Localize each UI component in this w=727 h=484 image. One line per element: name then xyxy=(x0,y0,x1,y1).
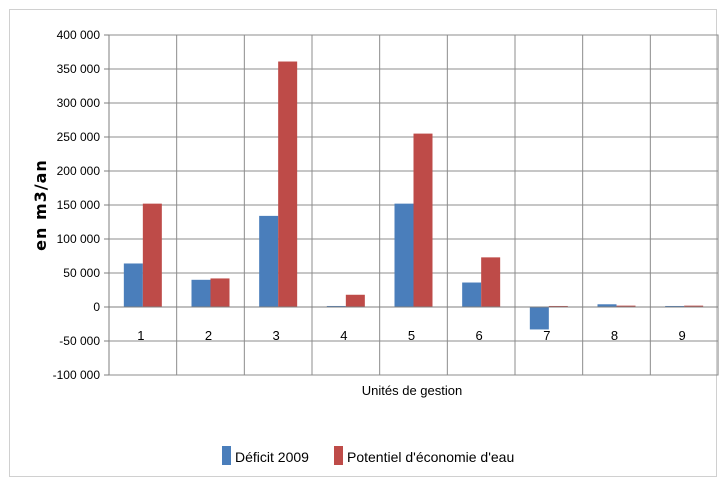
bar-deficit-3 xyxy=(259,215,279,307)
y-tick-label: 250 000 xyxy=(57,130,101,144)
bar-potentiel-5 xyxy=(413,133,433,307)
bar-potentiel-2 xyxy=(210,278,230,307)
legend-swatch-potentiel xyxy=(334,446,343,465)
y-tick-label: 350 000 xyxy=(57,62,101,76)
y-tick-label: 300 000 xyxy=(57,96,101,110)
bar-deficit-5 xyxy=(394,203,414,307)
y-tick-label: 0 xyxy=(93,300,100,314)
bar-potentiel-3 xyxy=(278,61,298,307)
x-category-label: 5 xyxy=(408,328,415,343)
y-tick-label: -50 000 xyxy=(59,334,100,348)
legend-label-potentiel: Potentiel d'économie d'eau xyxy=(347,449,514,465)
bars-layer xyxy=(123,61,704,330)
bar-potentiel-7 xyxy=(548,305,568,307)
bar-potentiel-1 xyxy=(142,203,162,307)
y-tick-label: 400 000 xyxy=(57,28,101,42)
x-axis-title: Unités de gestion xyxy=(362,383,462,398)
y-axis-title: en m3/an xyxy=(31,159,50,251)
bar-deficit-2 xyxy=(191,279,211,307)
bar-deficit-7 xyxy=(529,307,549,330)
bar-deficit-9 xyxy=(665,305,685,307)
legend: Déficit 2009 Potentiel d'économie d'eau xyxy=(222,446,514,465)
x-category-label: 1 xyxy=(137,328,144,343)
y-tick-label: 100 000 xyxy=(57,232,101,246)
y-tick-label: 50 000 xyxy=(63,266,100,280)
x-category-label: 3 xyxy=(273,328,280,343)
legend-swatch-deficit xyxy=(222,446,231,465)
bar-deficit-6 xyxy=(462,282,482,307)
bar-potentiel-9 xyxy=(684,305,704,307)
x-category-label: 7 xyxy=(543,328,550,343)
y-tick-label: 200 000 xyxy=(57,164,101,178)
bar-deficit-8 xyxy=(597,304,617,307)
bar-potentiel-6 xyxy=(481,257,501,307)
x-category-label: 4 xyxy=(340,328,347,343)
bar-potentiel-8 xyxy=(616,305,636,307)
y-tick-label: -100 000 xyxy=(53,368,101,382)
x-category-label: 2 xyxy=(205,328,212,343)
y-tick-label: 150 000 xyxy=(57,198,101,212)
x-category-label: 8 xyxy=(611,328,618,343)
bar-potentiel-4 xyxy=(345,294,365,307)
x-category-label: 9 xyxy=(679,328,686,343)
bar-deficit-4 xyxy=(326,305,346,307)
x-category-label: 6 xyxy=(476,328,483,343)
legend-label-deficit: Déficit 2009 xyxy=(235,449,309,465)
chart-frame xyxy=(9,9,717,477)
bar-deficit-1 xyxy=(123,263,143,307)
